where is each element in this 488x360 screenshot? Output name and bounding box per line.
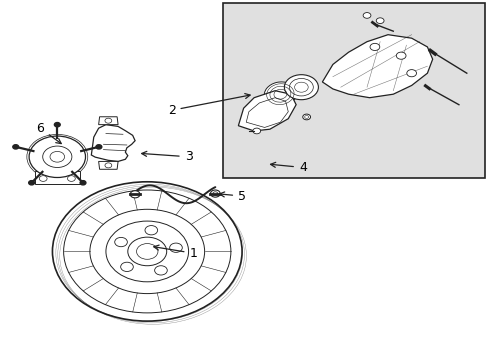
Circle shape [13,145,19,149]
Polygon shape [322,35,432,98]
Polygon shape [91,125,135,161]
Circle shape [54,122,60,127]
Text: 3: 3 [142,150,192,163]
Bar [35,171,80,184]
Circle shape [121,262,133,271]
Circle shape [154,266,167,275]
Circle shape [363,13,370,18]
Circle shape [42,146,72,167]
Polygon shape [238,91,296,131]
Circle shape [29,181,35,185]
Circle shape [375,18,383,23]
Text: 5: 5 [219,190,245,203]
Circle shape [29,136,85,177]
Text: 2: 2 [167,94,249,117]
Circle shape [105,163,112,168]
Circle shape [145,226,157,235]
Circle shape [105,118,112,123]
Circle shape [39,176,47,181]
Circle shape [115,237,127,247]
Circle shape [302,114,310,120]
Circle shape [96,145,102,149]
Text: 1: 1 [154,245,197,260]
Text: 6: 6 [36,122,61,144]
Circle shape [395,52,405,59]
Circle shape [80,181,86,185]
Bar [222,3,484,178]
Circle shape [406,69,416,77]
Circle shape [67,176,75,181]
Circle shape [127,237,166,266]
Ellipse shape [264,82,296,107]
Polygon shape [99,117,118,125]
Circle shape [106,221,188,282]
Circle shape [130,191,140,198]
Text: 4: 4 [270,161,306,174]
Circle shape [252,128,260,134]
Circle shape [50,152,64,162]
Polygon shape [99,161,118,169]
Circle shape [52,182,242,321]
Circle shape [210,190,220,197]
Circle shape [169,243,182,252]
Circle shape [369,43,379,50]
Circle shape [284,75,318,100]
